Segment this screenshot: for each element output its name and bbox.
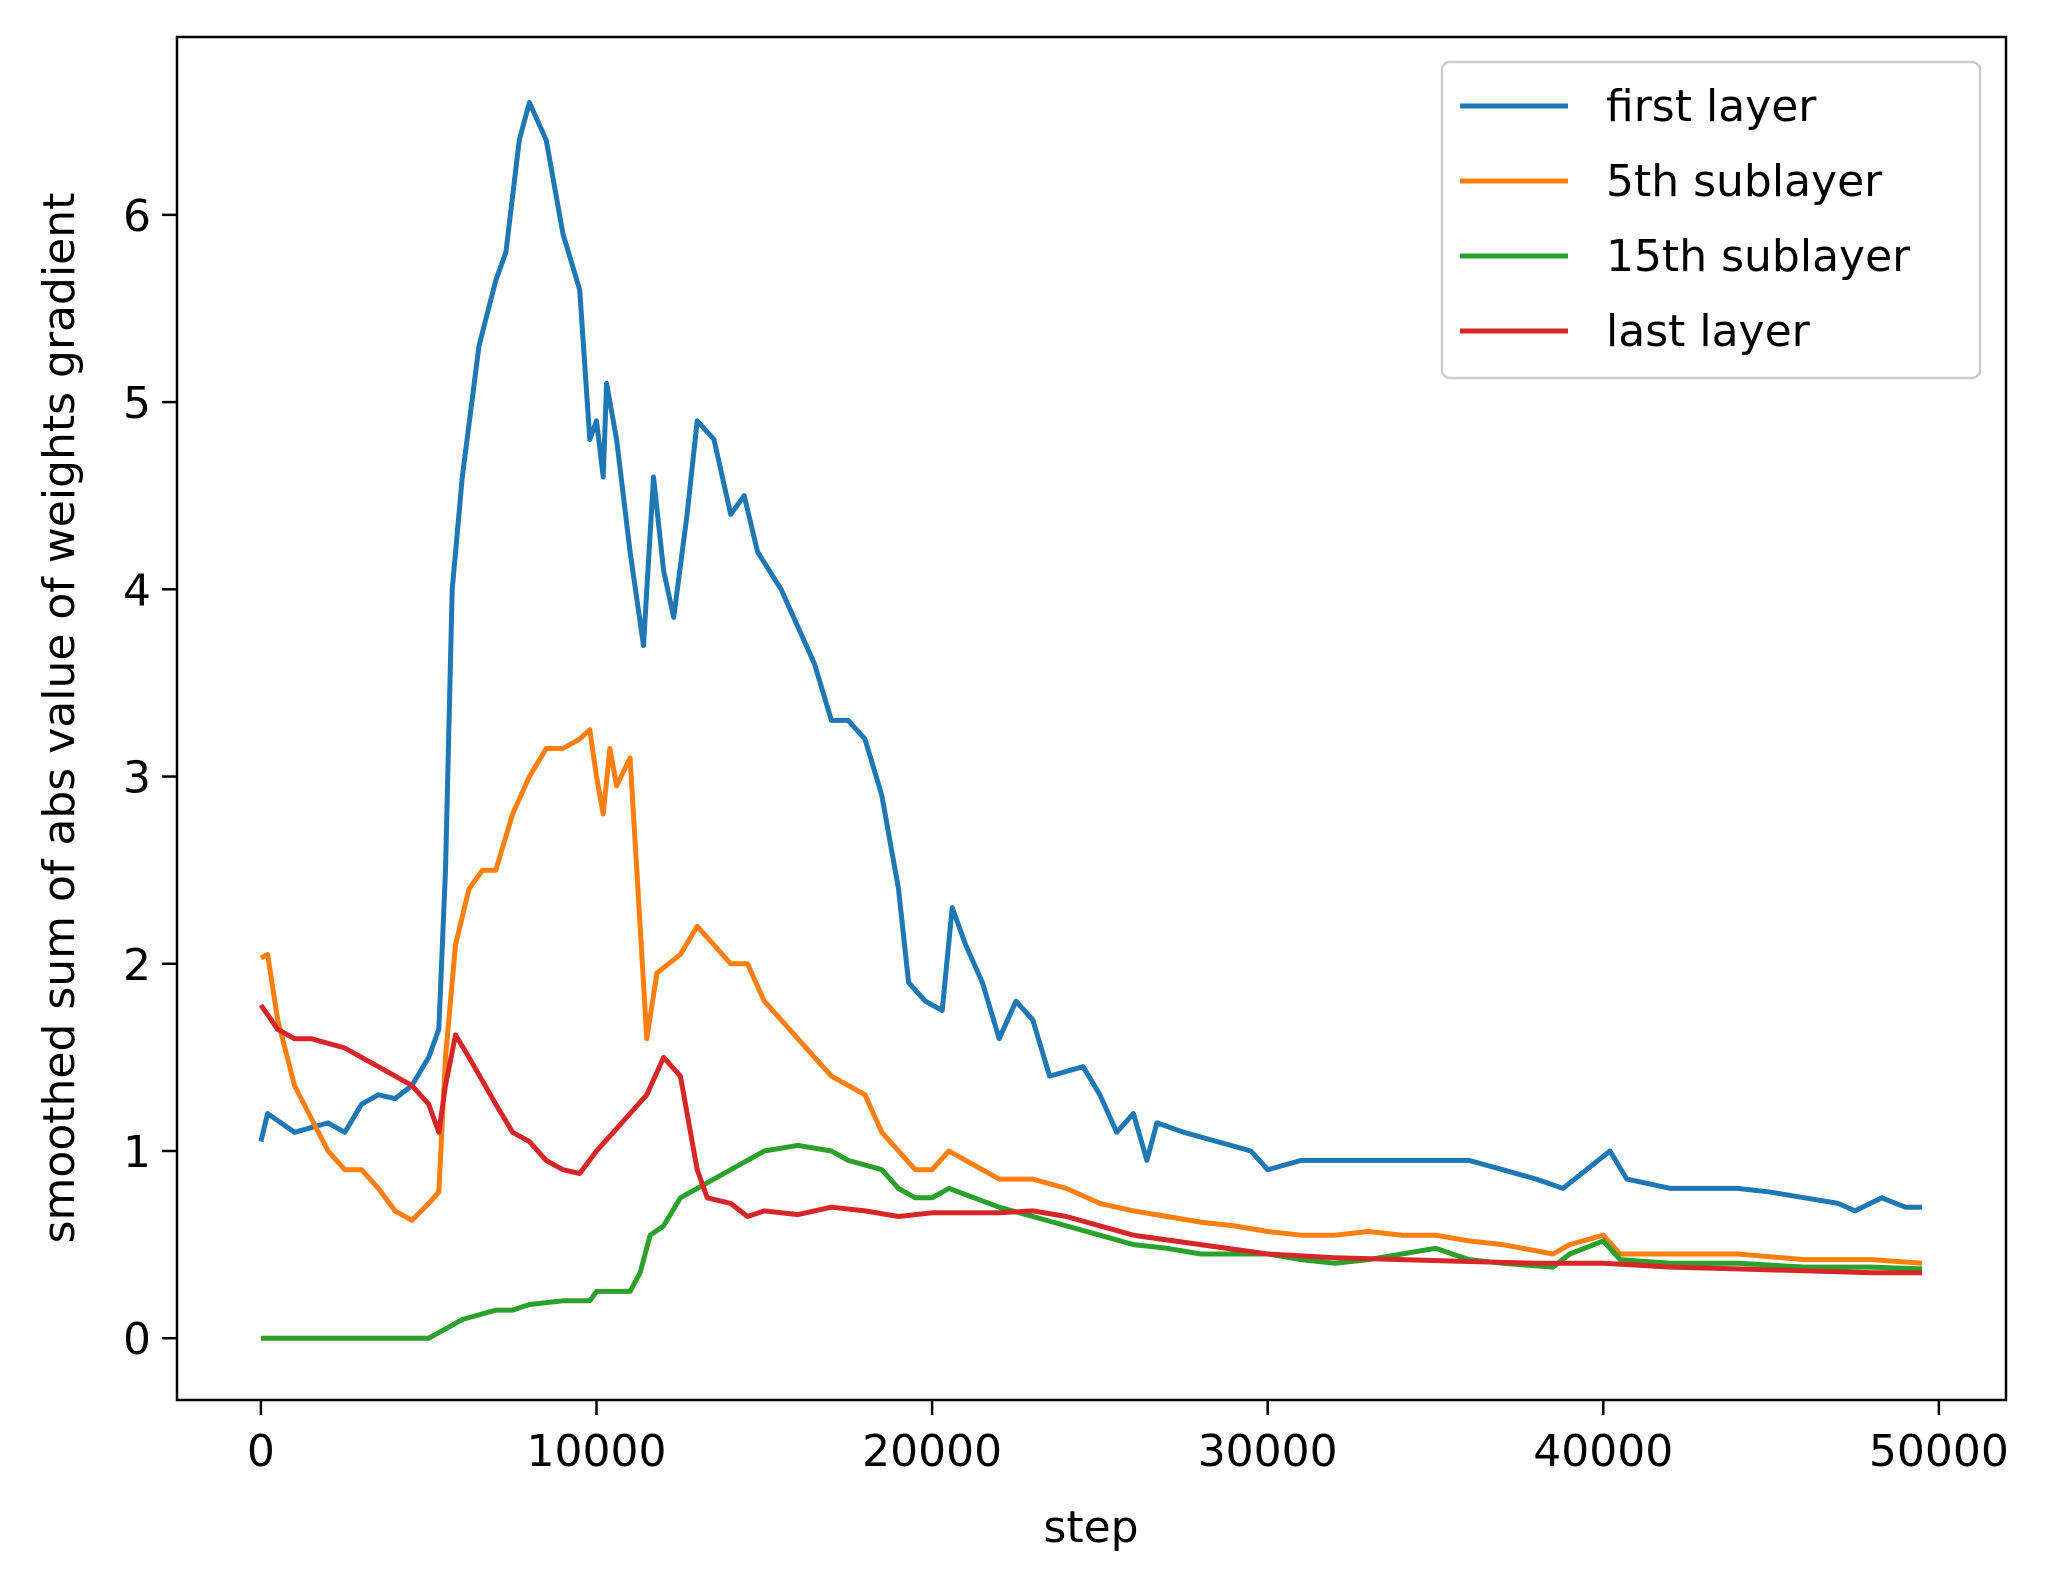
plot-frame bbox=[175, 35, 2008, 1402]
legend-label: 15th sublayer bbox=[1606, 231, 1911, 282]
legend-label: 5th sublayer bbox=[1606, 156, 1883, 207]
x-tick-label: 0 bbox=[247, 1426, 275, 1477]
legend: first layer 5th sublayer 15th sublayer last… bbox=[1440, 60, 1982, 380]
y-axis-label: smoothed sum of abs value of weights gra… bbox=[34, 193, 85, 1244]
y-tick-label: 6 bbox=[123, 191, 151, 242]
y-tick-label: 4 bbox=[123, 565, 151, 616]
y-tick-label: 2 bbox=[123, 940, 151, 991]
y-tick-label: 0 bbox=[123, 1314, 151, 1365]
y-tick-label: 1 bbox=[123, 1127, 151, 1178]
legend-label: last layer bbox=[1606, 306, 1811, 357]
x-tick-label: 40000 bbox=[1533, 1426, 1673, 1477]
legend-box bbox=[1440, 60, 1982, 380]
series-lines bbox=[258, 100, 1923, 1341]
x-axis-label: step bbox=[1043, 1502, 1138, 1553]
series-line-4 bbox=[258, 1003, 1923, 1276]
x-tick-label: 20000 bbox=[862, 1426, 1002, 1477]
series-line-3 bbox=[260, 1142, 1923, 1341]
x-tick-label: 30000 bbox=[1198, 1426, 1338, 1477]
x-tick-label: 50000 bbox=[1869, 1426, 2009, 1477]
y-tick-label: 5 bbox=[123, 378, 151, 429]
legend-label: first layer bbox=[1606, 81, 1817, 132]
x-tick-label: 10000 bbox=[527, 1426, 667, 1477]
y-tick-label: 3 bbox=[123, 753, 151, 804]
x-axis-ticks: 0 10000 20000 30000 40000 50000 bbox=[247, 1400, 2009, 1477]
series-line-2 bbox=[259, 727, 1923, 1266]
series-line-1 bbox=[258, 100, 1923, 1214]
y-axis-ticks: 0 1 2 3 4 5 6 bbox=[123, 191, 177, 1365]
